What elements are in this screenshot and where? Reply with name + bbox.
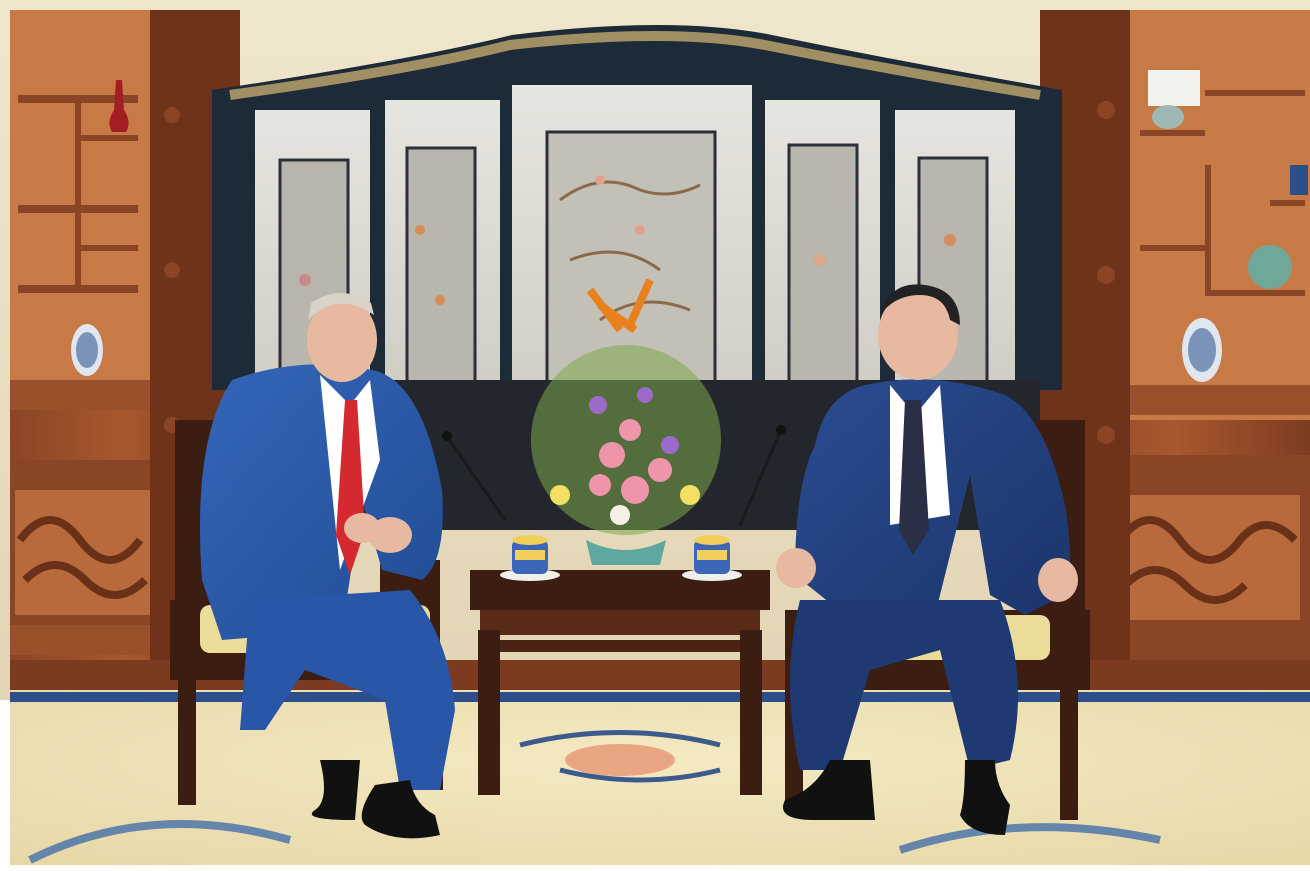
left-display-cabinet [10,10,240,660]
microphone-left [442,431,507,521]
tea-cup-right [682,535,742,581]
person-right [776,284,1078,835]
table-lamp [1148,70,1200,106]
red-vase [109,80,129,132]
microphone-right [738,425,786,526]
celadon-vase [1248,245,1292,289]
flower-arrangement [531,278,721,565]
person-left [200,293,455,839]
tea-cup-left [500,535,560,581]
